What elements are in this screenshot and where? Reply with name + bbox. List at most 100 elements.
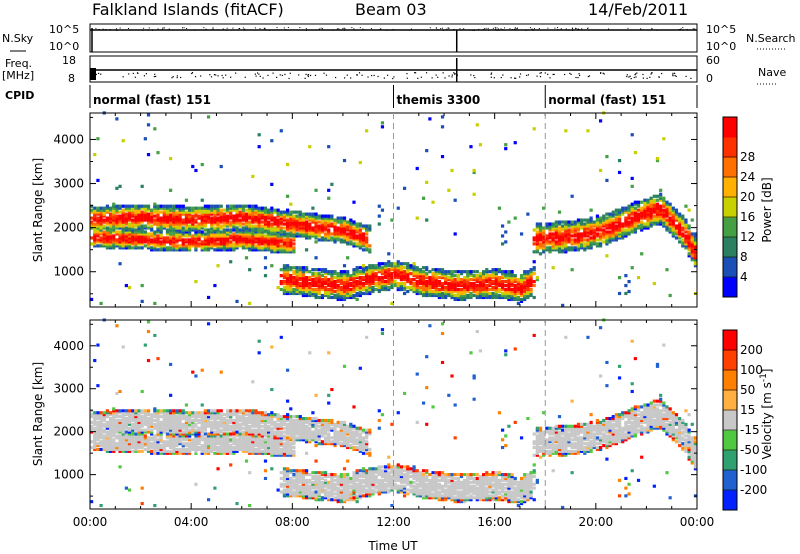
power-cell xyxy=(267,212,271,216)
power-cell xyxy=(393,274,397,278)
power-cell xyxy=(314,216,318,220)
power-cell xyxy=(548,226,552,230)
power-cell xyxy=(140,230,144,234)
power-cell xyxy=(206,238,211,242)
power-cell xyxy=(273,208,277,212)
power-cell xyxy=(342,287,347,292)
power-cell xyxy=(614,226,619,230)
power-cell xyxy=(352,230,356,234)
power-cell xyxy=(289,232,293,236)
power-cell xyxy=(659,188,663,192)
power-cell xyxy=(421,283,426,288)
power-cell xyxy=(232,246,236,250)
nave-point xyxy=(288,77,290,80)
nsky-point xyxy=(473,29,475,31)
power-cell xyxy=(346,281,350,286)
velocity-cell xyxy=(235,415,239,419)
power-cell xyxy=(595,224,600,228)
nave-point xyxy=(544,72,546,74)
power-cell xyxy=(172,218,176,222)
velocity-cell xyxy=(134,444,138,448)
power-cell xyxy=(156,238,160,242)
power-cell xyxy=(640,226,644,230)
velocity-cell xyxy=(267,440,271,444)
power-cell xyxy=(159,248,163,252)
power-cell xyxy=(248,206,252,210)
power-cell xyxy=(156,244,160,248)
velocity-cell xyxy=(225,451,230,455)
velocity-cell xyxy=(159,434,163,438)
power-cell xyxy=(257,236,261,240)
power-cell xyxy=(561,234,565,238)
power-cell xyxy=(437,291,441,296)
velocity-cell xyxy=(210,438,214,442)
power-cell xyxy=(301,266,306,270)
power-cell xyxy=(624,222,628,226)
power-cell xyxy=(270,228,274,232)
power-cell xyxy=(665,200,669,204)
velocity-cell xyxy=(115,426,119,430)
power-cell xyxy=(339,270,343,274)
power-cell xyxy=(241,234,245,238)
power-cell xyxy=(292,291,296,296)
power-cell xyxy=(188,208,192,212)
power-cell xyxy=(118,222,122,226)
power-cell xyxy=(169,236,173,240)
nsky-point xyxy=(483,28,485,30)
velocity-cell xyxy=(254,432,258,436)
power-cell xyxy=(263,256,268,260)
power-cell xyxy=(118,244,122,248)
power-cell xyxy=(320,281,324,286)
power-cell xyxy=(627,210,631,214)
power-cell xyxy=(466,281,470,286)
power-cell xyxy=(678,236,682,240)
power-cell xyxy=(532,228,536,232)
power-cell xyxy=(497,276,502,280)
power-cell xyxy=(270,234,274,238)
power-cell xyxy=(662,224,666,228)
power-cell xyxy=(172,240,176,244)
power-cell xyxy=(162,214,166,218)
power-cell xyxy=(251,238,255,242)
power-cell xyxy=(573,238,577,242)
velocity-cell xyxy=(222,444,226,448)
power-cell xyxy=(684,246,688,250)
nave-point xyxy=(564,73,566,76)
power-cell xyxy=(349,295,353,300)
power-cell xyxy=(358,291,362,296)
power-cell xyxy=(146,244,151,248)
power-cell xyxy=(611,226,615,230)
nave-point xyxy=(215,74,217,76)
nsky-point xyxy=(440,28,442,30)
power-cell xyxy=(633,151,637,155)
power-cell xyxy=(276,246,280,250)
power-cell xyxy=(365,228,369,232)
nave-point xyxy=(570,73,572,75)
velocity-cell xyxy=(188,445,192,450)
power-cell xyxy=(222,220,226,224)
power-cell xyxy=(108,240,113,244)
power-cell xyxy=(216,204,220,208)
velocity-cell xyxy=(188,411,192,415)
power-cell xyxy=(131,210,135,214)
velocity-cell xyxy=(169,436,173,440)
power-cell xyxy=(390,268,394,272)
power-cell xyxy=(194,214,198,218)
power-cell xyxy=(323,293,328,298)
power-cell xyxy=(314,279,318,284)
nsky-point xyxy=(447,27,449,29)
power-cell xyxy=(564,242,568,246)
power-cell xyxy=(605,222,609,226)
power-cell xyxy=(491,287,495,292)
velocity-cell xyxy=(194,415,198,419)
power-cell xyxy=(387,264,391,268)
station-title: Falkland Islands (fitACF) xyxy=(92,0,284,19)
power-cell xyxy=(336,228,340,232)
power-cell xyxy=(459,287,464,292)
velocity-cell xyxy=(178,428,182,432)
power-cell xyxy=(659,214,663,218)
power-cell xyxy=(238,244,242,248)
power-cell xyxy=(323,289,328,294)
power-cell xyxy=(225,234,230,238)
power-cell xyxy=(248,268,252,272)
